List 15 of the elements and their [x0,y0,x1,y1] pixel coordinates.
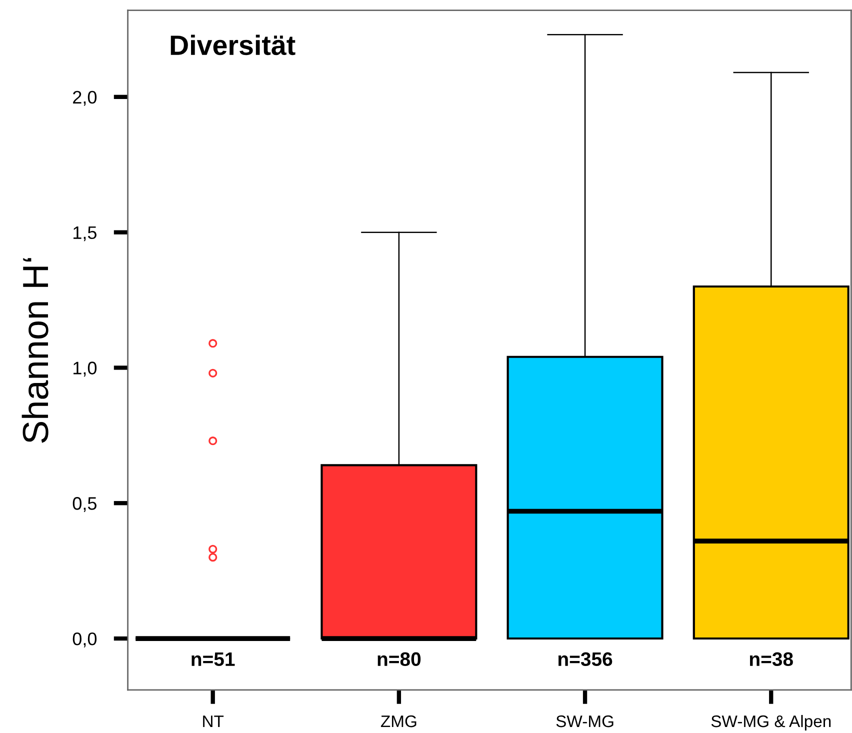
annotation: n=51 [192,652,235,666]
annotation: n=80 [378,652,421,666]
text: Diversität [170,34,296,56]
x-tick-label: ZMG [380,715,416,728]
y-tick-label: 2,0 [73,90,97,106]
x-tick-label: SW-MG & Alpen [711,714,831,731]
y-tick-label: 1,0 [74,362,97,377]
annotation: n=38 [750,652,793,666]
y-tick-label: 0,0 [72,632,97,648]
y-tick-label: 0,5 [72,497,96,512]
y-axis-title: Shannon H‘ [22,258,48,443]
y-tick-label: 1,5 [74,226,96,242]
annotation: n=356 [558,652,612,666]
x-tick-label: SW-MG [556,715,614,728]
x-tick-label: NT [203,716,224,728]
